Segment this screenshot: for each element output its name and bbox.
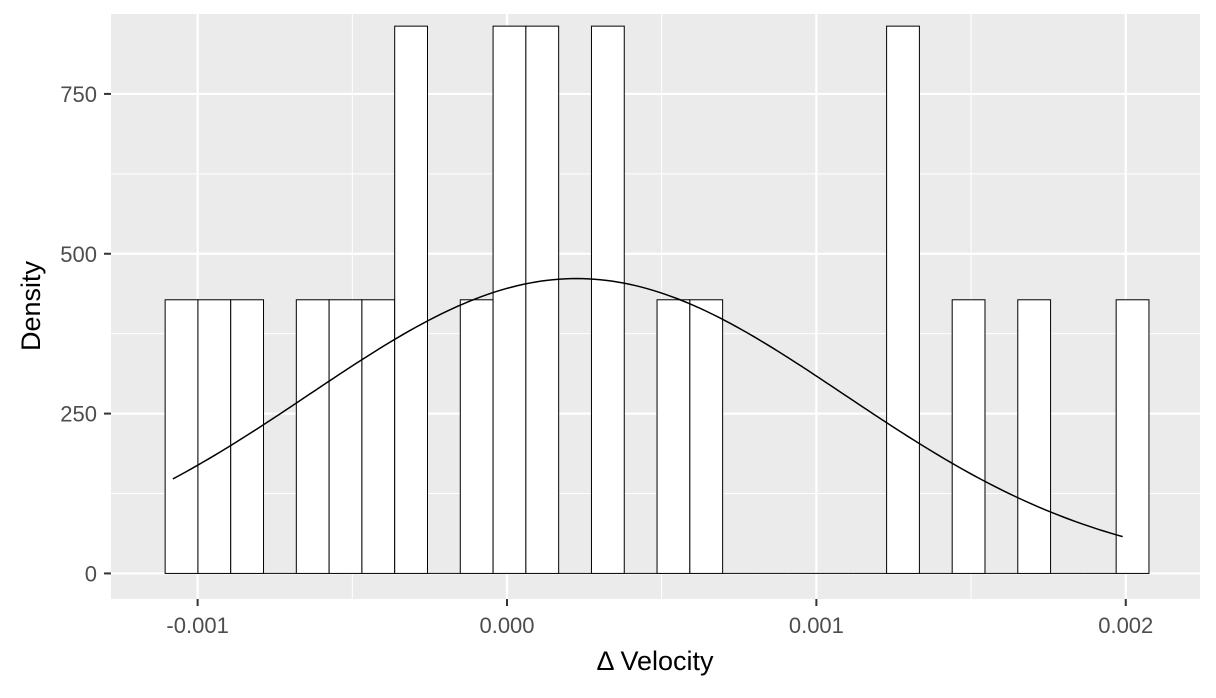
histogram-bar bbox=[394, 25, 428, 574]
y-tick-label: 500 bbox=[60, 242, 97, 267]
x-tick-label: -0.001 bbox=[166, 613, 228, 638]
histogram-bars bbox=[164, 25, 1150, 574]
density-curve bbox=[172, 277, 1123, 538]
histogram-bar bbox=[656, 299, 691, 574]
histogram-bar bbox=[525, 25, 560, 574]
histogram-bar bbox=[295, 299, 330, 574]
histogram-bar bbox=[1017, 299, 1052, 574]
histogram-bar bbox=[328, 299, 363, 574]
histogram-bar bbox=[230, 299, 265, 574]
histogram-bar bbox=[951, 299, 986, 574]
x-tick-label: 0.002 bbox=[1098, 613, 1153, 638]
x-axis-title: Δ Velocity bbox=[596, 646, 714, 676]
histogram-bar bbox=[197, 299, 232, 574]
y-tick-label: 0 bbox=[85, 561, 97, 586]
histogram-bar bbox=[459, 299, 494, 574]
histogram-bar bbox=[492, 25, 527, 574]
y-axis: 0 250 500 750 bbox=[60, 82, 111, 586]
histogram-bar bbox=[1115, 299, 1150, 574]
x-axis: -0.001 0.000 0.001 0.002 bbox=[166, 599, 1153, 638]
histogram-bar bbox=[164, 299, 199, 574]
histogram-bar bbox=[590, 25, 625, 574]
x-tick-label: 0.000 bbox=[479, 613, 534, 638]
y-tick-label: 750 bbox=[60, 82, 97, 107]
histogram-bar bbox=[689, 299, 724, 574]
x-tick-label: 0.001 bbox=[789, 613, 844, 638]
y-tick-label: 250 bbox=[60, 402, 97, 427]
y-axis-title: Density bbox=[16, 260, 46, 351]
histogram-bar bbox=[886, 25, 920, 574]
histogram-bar bbox=[361, 299, 396, 574]
